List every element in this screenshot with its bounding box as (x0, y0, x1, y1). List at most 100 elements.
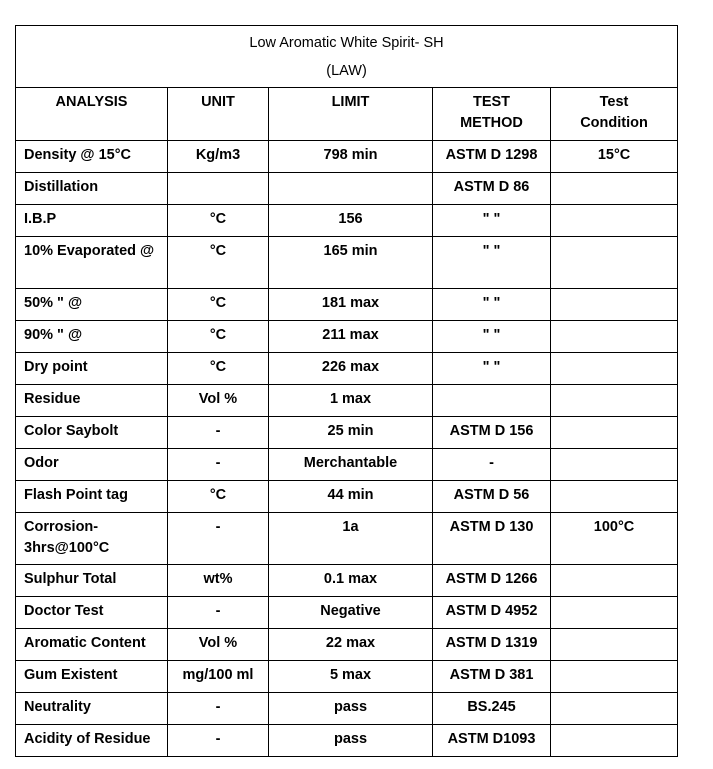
cell-condition (549, 320, 679, 353)
cell-unit: Vol % (167, 628, 269, 661)
cell-limit: 25 min (268, 416, 433, 449)
table-row: Sulphur Total wt% 0.1 max ASTM D 1266 (15, 564, 679, 597)
cell-unit: Kg/m3 (167, 140, 269, 173)
table-row: Corrosion- 3hrs@100°C -1a ASTM D 130 100°C (15, 512, 679, 565)
cell-analysis: Corrosion- 3hrs@100°C (15, 512, 168, 565)
cell-unit: - (167, 448, 269, 481)
cell-analysis: Density @ 15°C (15, 140, 168, 173)
cell-method: ASTM D 56 (432, 480, 551, 513)
cell-limit: 165 min (268, 236, 433, 289)
cell-limit (268, 172, 433, 205)
cell-analysis: 90% " @ (15, 320, 168, 353)
cell-unit: - (167, 512, 269, 565)
cell-condition (549, 172, 679, 205)
cell-unit: °C (167, 204, 269, 237)
cell-condition (549, 204, 679, 237)
table-row: 50% " @ °C 181 max " " (15, 288, 679, 321)
cell-unit: mg/100 ml (167, 660, 269, 693)
cell-method: ASTM D 156 (432, 416, 551, 449)
cell-method: " " (432, 352, 551, 385)
cell-analysis: Gum Existent (15, 660, 168, 693)
table-row: I.B.P °C 156 " " (15, 204, 679, 237)
cell-method: ASTM D 4952 (432, 596, 551, 629)
header-test-method: TEST METHOD (432, 87, 551, 141)
cell-condition (549, 564, 679, 597)
header-test-condition-line2: Condition (580, 115, 648, 131)
cell-analysis: Neutrality (15, 692, 168, 725)
cell-limit: 798 min (268, 140, 433, 173)
title-line-2: (LAW) (326, 63, 367, 79)
header-test-method-line2: METHOD (460, 115, 523, 131)
table-row: Gum Existent mg/100 ml 5 max ASTM D 381 (15, 660, 679, 693)
cell-method: ASTM D 1266 (432, 564, 551, 597)
cell-method: ASTM D 1298 (432, 140, 551, 173)
cell-method: ASTM D1093 (432, 724, 551, 757)
cell-analysis: Color Saybolt (15, 416, 168, 449)
cell-condition (549, 480, 679, 513)
table-row: Neutrality - pass BS.245 (15, 692, 679, 725)
cell-method: ASTM D 381 (432, 660, 551, 693)
cell-unit: - (167, 724, 269, 757)
cell-condition (549, 448, 679, 481)
cell-unit: °C (167, 352, 269, 385)
cell-limit: 5 max (268, 660, 433, 693)
table-row: Density @ 15°C Kg/m3 798 min ASTM D 1298 15°… (15, 140, 679, 173)
header-row: ANALYSIS UNIT LIMIT TEST METHOD Test Condi… (15, 87, 679, 141)
cell-condition (549, 596, 679, 629)
specification-table: Low Aromatic White Spirit- SH (LAW) ANAL… (14, 25, 679, 757)
table-row: 90% " @ °C 211 max " " (15, 320, 679, 353)
table-row: Residue Vol % 1 max (15, 384, 679, 417)
cell-analysis: Flash Point tag (15, 480, 168, 513)
cell-limit: 181 max (268, 288, 433, 321)
header-unit: UNIT (167, 87, 269, 141)
cell-analysis: Aromatic Content (15, 628, 168, 661)
table-title: Low Aromatic White Spirit- SH (LAW) (14, 25, 679, 88)
cell-unit: °C (167, 320, 269, 353)
cell-unit: °C (167, 236, 269, 289)
cell-limit: 211 max (268, 320, 433, 353)
table-row: Distillation ASTM D 86 (15, 172, 679, 205)
cell-method: " " (432, 288, 551, 321)
cell-condition: 100°C (549, 512, 679, 565)
cell-condition (549, 288, 679, 321)
cell-unit: - (167, 416, 269, 449)
cell-method: " " (432, 204, 551, 237)
table-row: Aromatic Content Vol % 22 max ASTM D 1319 (15, 628, 679, 661)
cell-analysis: Odor (15, 448, 168, 481)
cell-method: ASTM D 1319 (432, 628, 551, 661)
cell-analysis: 50% " @ (15, 288, 168, 321)
table-row: Odor - Merchantable - (15, 448, 679, 481)
cell-limit: 226 max (268, 352, 433, 385)
cell-condition (549, 352, 679, 385)
cell-condition: 15°C (549, 140, 679, 173)
cell-analysis: Sulphur Total (15, 564, 168, 597)
cell-condition (549, 724, 679, 757)
table-row: Dry point °C 226 max " " (15, 352, 679, 385)
cell-limit: pass (268, 724, 433, 757)
cell-limit: 1a (268, 512, 433, 565)
cell-method: ASTM D 130 (432, 512, 551, 565)
cell-limit: pass (268, 692, 433, 725)
cell-analysis: Distillation (15, 172, 168, 205)
cell-unit: °C (167, 288, 269, 321)
cell-limit: Negative (268, 596, 433, 629)
cell-analysis: Acidity of Residue (15, 724, 168, 757)
table-row: 10% Evaporated @ °C 165 min " " (15, 236, 679, 289)
header-analysis: ANALYSIS (15, 87, 168, 141)
cell-limit: 1 max (268, 384, 433, 417)
cell-limit: 22 max (268, 628, 433, 661)
cell-unit: - (167, 596, 269, 629)
header-test-condition: Test Condition (549, 87, 679, 141)
cell-method: " " (432, 320, 551, 353)
header-limit: LIMIT (268, 87, 433, 141)
cell-unit: °C (167, 480, 269, 513)
cell-method (432, 384, 551, 417)
cell-analysis: Residue (15, 384, 168, 417)
cell-method: - (432, 448, 551, 481)
cell-limit: 0.1 max (268, 564, 433, 597)
cell-unit: - (167, 692, 269, 725)
cell-condition (549, 384, 679, 417)
cell-analysis: Dry point (15, 352, 168, 385)
table-row: Acidity of Residue - pass ASTM D1093 (15, 724, 679, 757)
cell-limit: 156 (268, 204, 433, 237)
